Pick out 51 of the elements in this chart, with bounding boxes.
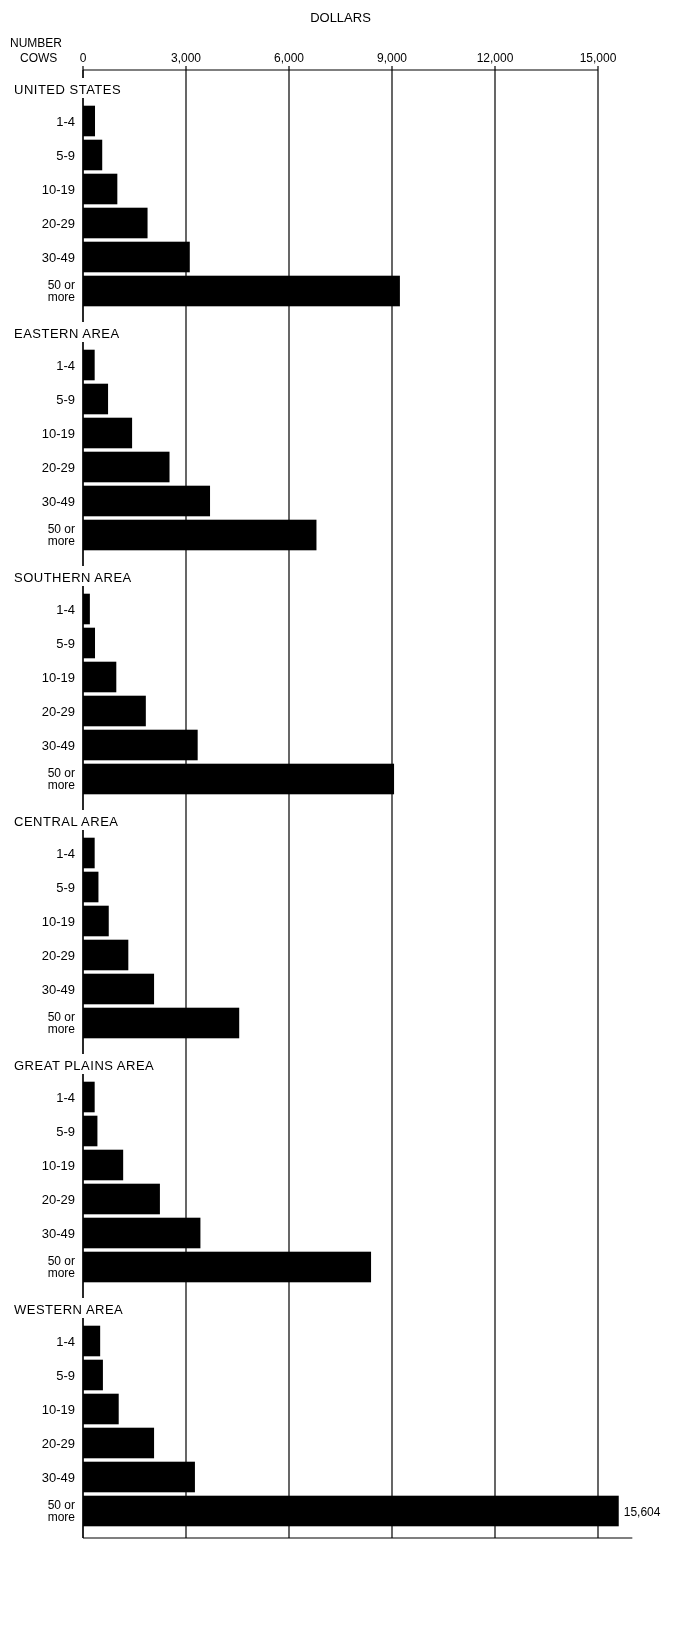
y-tick-label: 1-4 <box>56 601 75 617</box>
y-tick-label: 30-49 <box>41 1469 75 1485</box>
text: EASTERN AREA <box>14 326 120 341</box>
x-tick-label: 9,000 <box>376 51 408 65</box>
y-tick-label: 30-49 <box>41 737 75 753</box>
y-tick-label: 1-4 <box>56 1333 75 1349</box>
y-tick-label: 20-29 <box>41 947 75 963</box>
y-tick-label: 50 or more <box>47 1498 76 1524</box>
y-tick-label: 5-9 <box>56 391 75 407</box>
y-tick-label: 50 or more <box>47 1254 76 1280</box>
y-tick-label: 5-9 <box>56 1123 75 1139</box>
y-tick-label: 1-4 <box>56 1089 75 1105</box>
y-tick-label: 20-29 <box>41 215 75 231</box>
x-tick-label: 6,000 <box>273 51 305 65</box>
y-tick-label: 20-29 <box>41 459 75 475</box>
text: GREAT PLAINS AREA <box>14 1058 155 1073</box>
y-tick-label: 10-19 <box>41 425 75 441</box>
y-tick-label: 1-4 <box>56 357 75 373</box>
y-tick-label: 30-49 <box>41 493 75 509</box>
y-tick-label: 30-49 <box>41 249 75 265</box>
y-tick-label: 50 or more <box>47 1010 76 1036</box>
y-tick-label: 10-19 <box>41 181 75 197</box>
text: UNITED STATES <box>14 82 122 97</box>
y-tick-label: 30-49 <box>41 1225 75 1241</box>
text: WESTERN AREA <box>14 1302 124 1317</box>
y-tick-label: 30-49 <box>41 981 75 997</box>
x-tick-label: 3,000 <box>170 51 202 65</box>
y-tick-label: 50 or more <box>47 522 76 548</box>
x-axis-title: DOLLARS <box>310 10 372 25</box>
y-tick-label: 50 or more <box>47 766 76 792</box>
y-tick-label: 5-9 <box>56 635 75 651</box>
y-tick-label: 1-4 <box>56 845 75 861</box>
y-tick-label: 10-19 <box>41 1157 75 1173</box>
y-tick-label: 10-19 <box>41 669 75 685</box>
data-label: 15,604 <box>623 1504 661 1519</box>
y-tick-label: 1-4 <box>56 113 75 129</box>
x-tick-label: 15,000 <box>579 51 617 65</box>
y-tick-label: 20-29 <box>41 1191 75 1207</box>
y-tick-label: 50 or more <box>47 278 76 304</box>
text: CENTRAL AREA <box>14 814 119 829</box>
x-tick-label: 12,000 <box>476 51 514 65</box>
text: SOUTHERN AREA <box>14 570 132 585</box>
y-tick-label: 10-19 <box>41 1401 75 1417</box>
y-tick-label: 5-9 <box>56 879 75 895</box>
y-tick-label: 5-9 <box>56 1367 75 1383</box>
y-tick-label: 20-29 <box>41 1435 75 1451</box>
y-tick-label: 10-19 <box>41 913 75 929</box>
x-tick-label: 0 <box>79 51 87 65</box>
y-tick-label: 20-29 <box>41 703 75 719</box>
y-tick-label: 5-9 <box>56 147 75 163</box>
y-axis-title: NUMBER COWS <box>10 36 63 65</box>
